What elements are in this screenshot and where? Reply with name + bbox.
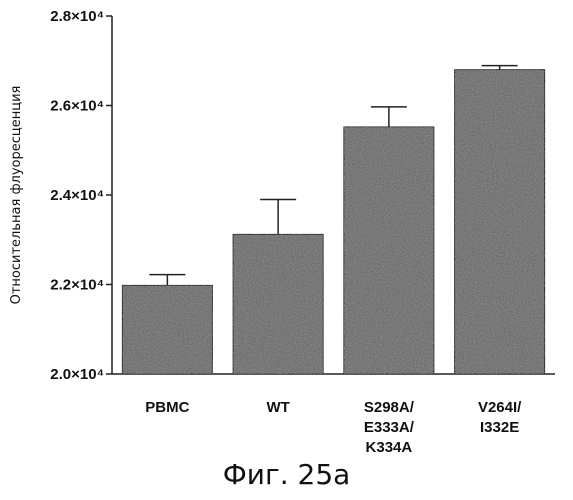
bars [122, 66, 544, 374]
y-tick-label: 2.8×10⁴ [50, 8, 104, 25]
y-tick-label: 2.2×10⁴ [50, 277, 104, 294]
y-tick-label: 2.6×10⁴ [50, 98, 104, 115]
bar-group [455, 66, 545, 374]
category-label: S298A/E333A/K334A [364, 399, 415, 456]
figure-caption: Фиг. 25а [0, 458, 573, 491]
category-label: PBMC [145, 399, 189, 416]
bar-texture [122, 285, 212, 374]
bar-group [233, 199, 323, 374]
bar-group [122, 275, 212, 374]
bar-texture [233, 234, 323, 374]
y-tick-label: 2.4×10⁴ [50, 187, 104, 204]
bar-group [344, 107, 434, 374]
labels: 2.0×10⁴ 2.2×10⁴ 2.4×10⁴ 2.6×10⁴ 2.8×10⁴ PBMC W… [50, 8, 522, 456]
y-axis-label: Относительная флуоресценция [9, 86, 24, 305]
bar-texture [455, 70, 545, 374]
bar-texture [344, 127, 434, 374]
category-label: WT [266, 399, 289, 416]
category-label: V264I/I332E [478, 399, 522, 436]
y-tick-label: 2.0×10⁴ [50, 366, 104, 383]
